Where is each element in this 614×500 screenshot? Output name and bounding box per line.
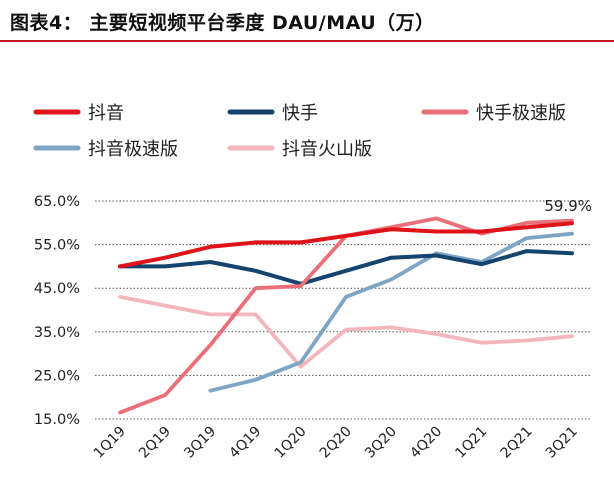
legend-label: 快手极速版 xyxy=(476,103,566,124)
x-tick-label: 3Q20 xyxy=(362,424,400,462)
x-tick-label: 4Q19 xyxy=(226,424,264,462)
annotations: 59.9% xyxy=(544,197,592,215)
y-tick-label: 25.0% xyxy=(34,368,80,384)
x-tick-label: 1Q21 xyxy=(452,424,490,462)
y-axis-tick-labels: 15.0% 25.0% 35.0% 45.0% 55.0% 65.0% xyxy=(34,194,80,428)
x-tick-label: 3Q21 xyxy=(543,424,581,462)
x-tick-label: 4Q20 xyxy=(407,424,445,462)
x-axis-tick-labels: 1Q19 2Q19 3Q19 4Q19 1Q20 2Q20 3Q20 4Q20 1Q21 2Q21… xyxy=(91,424,581,462)
series-line-1 xyxy=(118,221,574,269)
y-tick-label: 15.0% xyxy=(34,412,80,428)
legend-item-2: 快手 xyxy=(227,103,318,124)
y-tick-label: 45.0% xyxy=(34,281,80,297)
gridlines xyxy=(95,200,592,420)
title-rule xyxy=(0,40,614,42)
legend-label: 快手 xyxy=(282,103,318,124)
series-line-5 xyxy=(118,295,574,369)
series-line-2 xyxy=(118,249,574,286)
y-tick-label: 35.0% xyxy=(34,325,80,341)
y-tick-label: 55.0% xyxy=(34,238,80,254)
figure-title: 图表4： 主要短视频平台季度 DAU/MAU（万） xyxy=(10,12,435,34)
x-tick-label: 2Q20 xyxy=(317,424,355,462)
data-label-annotation: 59.9% xyxy=(544,197,592,215)
x-tick-label: 2Q21 xyxy=(498,424,536,462)
legend-item-3: 快手极速版 xyxy=(421,103,566,124)
legend-label: 抖音 xyxy=(88,103,124,124)
figure-title-bar: 图表4： 主要短视频平台季度 DAU/MAU（万） xyxy=(0,0,614,42)
x-tick-label: 1Q20 xyxy=(272,424,310,462)
x-tick-label: 1Q19 xyxy=(91,424,129,462)
series-line-4 xyxy=(208,231,574,393)
x-tick-label: 3Q19 xyxy=(181,424,219,462)
x-tick-label: 2Q19 xyxy=(136,424,174,462)
legend-item-5: 抖音火山版 xyxy=(227,139,372,160)
legend-item-4: 抖音极速版 xyxy=(33,139,178,160)
series-line-3 xyxy=(118,216,574,415)
y-tick-label: 65.0% xyxy=(34,194,80,210)
legend-label: 抖音极速版 xyxy=(88,139,178,160)
series-lines xyxy=(118,216,574,415)
legend-label: 抖音火山版 xyxy=(282,139,372,160)
legend-item-1: 抖音 xyxy=(33,103,124,124)
